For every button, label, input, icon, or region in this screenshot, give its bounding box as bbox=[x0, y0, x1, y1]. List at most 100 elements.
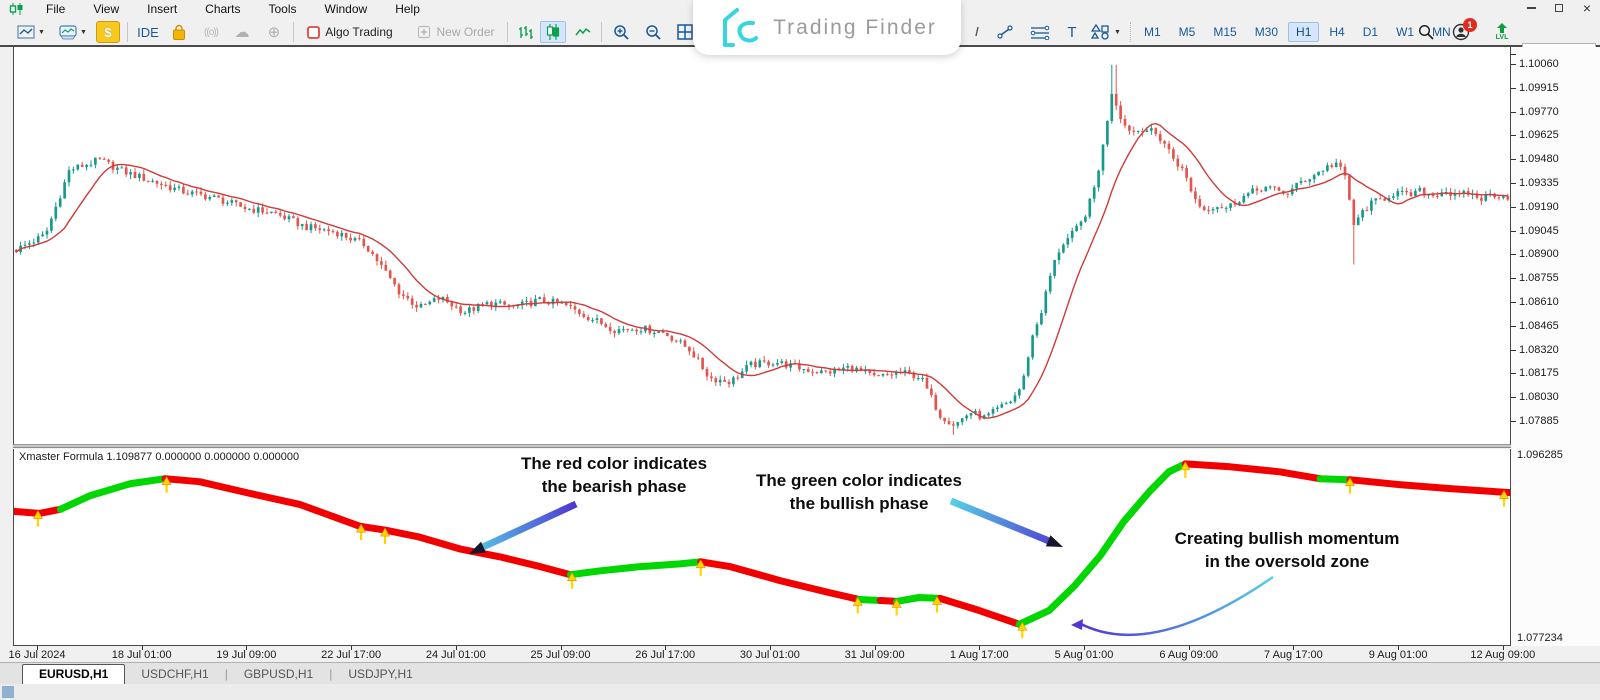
chart-tab-gbpusd[interactable]: GBPUSD,H1 bbox=[243, 666, 314, 681]
app-logo-icon bbox=[9, 3, 23, 15]
line-chart-icon bbox=[17, 25, 35, 39]
timeframe-m15-button[interactable]: M15 bbox=[1213, 25, 1237, 39]
panel-splitter[interactable] bbox=[13, 445, 1511, 448]
chart-tab-usdjpy[interactable]: USDJPY,H1 bbox=[348, 666, 413, 681]
window-controls: × bbox=[1524, 0, 1594, 16]
indicator-scale-top: 1.096285 bbox=[1517, 449, 1563, 461]
price-tick-label: 1.09770 bbox=[1519, 105, 1559, 118]
trading-finder-logo-text: Trading Finder bbox=[773, 15, 937, 39]
price-tick-dash bbox=[1511, 325, 1516, 327]
price-tick-label: 1.07885 bbox=[1519, 415, 1559, 427]
zoom-in-button[interactable] bbox=[607, 21, 635, 43]
date-tick-dash bbox=[1188, 646, 1190, 650]
timeframe-h1-button[interactable]: H1 bbox=[1288, 22, 1320, 42]
maximize-button[interactable] bbox=[1552, 1, 1566, 14]
price-tick-dash bbox=[1511, 159, 1516, 161]
indicator-label: Xmaster Formula 1.109877 0.000000 0.0000… bbox=[19, 451, 300, 463]
community-button[interactable]: ⊕ bbox=[260, 21, 288, 43]
chart-tab-eurusd[interactable]: EURUSD,H1 bbox=[22, 664, 126, 684]
tile-windows-button[interactable] bbox=[671, 21, 699, 43]
search-button[interactable] bbox=[1412, 21, 1440, 43]
price-chart-panel[interactable] bbox=[13, 47, 1511, 445]
lvl-button[interactable]: LVL bbox=[1488, 21, 1516, 43]
trendline-icon bbox=[997, 25, 1013, 39]
indicator-annotation-2: The green color indicates the bullish pha… bbox=[756, 471, 962, 513]
tab-divider: | bbox=[224, 667, 228, 681]
trading-finder-watermark: Trading Finder bbox=[693, 0, 961, 55]
timeframe-m5-button[interactable]: M5 bbox=[1178, 25, 1196, 39]
timeframe-mn-button[interactable]: MN bbox=[1432, 25, 1451, 39]
price-tick-label: 1.09335 bbox=[1519, 177, 1559, 189]
ide-button[interactable]: IDE bbox=[137, 24, 159, 40]
market-button[interactable] bbox=[166, 21, 192, 43]
menu-charts[interactable]: Charts bbox=[205, 2, 241, 16]
price-tick-label: 1.09480 bbox=[1519, 153, 1559, 166]
timeframe-h4-button[interactable]: H4 bbox=[1329, 25, 1345, 39]
price-tick-label: 1.09045 bbox=[1519, 224, 1559, 237]
menu-view[interactable]: View bbox=[93, 2, 120, 16]
chart-window-button[interactable]: ▼ bbox=[12, 21, 50, 43]
menu-help[interactable]: Help bbox=[395, 2, 420, 16]
candlestick-chart-type-button[interactable] bbox=[540, 21, 566, 43]
price-tick-label: 1.09625 bbox=[1519, 129, 1559, 142]
bar-chart-type-button[interactable] bbox=[512, 21, 538, 43]
price-tick-dash bbox=[1511, 373, 1516, 375]
equidistant-channel-button[interactable] bbox=[1024, 21, 1056, 43]
price-tick-label: 1.08900 bbox=[1519, 248, 1559, 261]
bar-chart-icon bbox=[518, 25, 533, 39]
price-tick-dash bbox=[1511, 135, 1516, 137]
indicator-panel[interactable]: Xmaster Formula 1.109877 0.000000 0.0000… bbox=[13, 449, 1511, 646]
menu-file[interactable]: File bbox=[46, 2, 66, 16]
date-tick-label: 16 Jul 2024 bbox=[8, 649, 66, 661]
date-tick-label: 9 Aug 01:00 bbox=[1368, 649, 1428, 661]
timeframe-m30-button[interactable]: M30 bbox=[1254, 25, 1279, 39]
price-tick-dash bbox=[1511, 397, 1516, 399]
chart-tab-usdchf[interactable]: USDCHF,H1 bbox=[141, 666, 209, 681]
date-tick-label: 5 Aug 01:00 bbox=[1054, 649, 1114, 661]
date-tick-dash bbox=[665, 646, 667, 650]
price-tick-label: 1.09190 bbox=[1519, 200, 1559, 213]
minimize-button[interactable] bbox=[1524, 1, 1538, 14]
shapes-button[interactable]: ▼ bbox=[1086, 21, 1126, 43]
signals-button[interactable]: ((o)) bbox=[196, 21, 226, 43]
date-tick-label: 25 Jul 09:00 bbox=[530, 649, 591, 661]
deposit-button[interactable]: $ bbox=[96, 21, 120, 43]
crosshair-button[interactable] bbox=[968, 21, 988, 43]
date-axis[interactable]: 16 Jul 2024 18 Jul 01:00 19 Jul 09:00 22 Ju… bbox=[9, 646, 1535, 662]
date-tick-dash bbox=[874, 646, 876, 650]
menu-tools[interactable]: Tools bbox=[268, 2, 297, 16]
price-tick-label: 1.08465 bbox=[1519, 319, 1559, 332]
date-tick-dash bbox=[455, 646, 457, 650]
algo-trading-button[interactable]: Algo Trading bbox=[298, 21, 402, 43]
date-tick-label: 24 Jul 01:00 bbox=[425, 649, 486, 661]
vps-button[interactable]: ☁ bbox=[228, 21, 256, 43]
price-tick-dash bbox=[1511, 230, 1516, 232]
date-tick-label: 19 Jul 09:00 bbox=[216, 649, 277, 661]
trendline-button[interactable] bbox=[990, 21, 1020, 43]
date-tick-dash bbox=[37, 646, 38, 650]
close-button[interactable]: × bbox=[1582, 0, 1592, 16]
line-chart-type-button[interactable] bbox=[570, 21, 596, 43]
zoom-out-button[interactable] bbox=[639, 21, 667, 43]
timeframe-m1-button[interactable]: M1 bbox=[1144, 25, 1161, 39]
chart-profiles-button[interactable]: ▼ bbox=[54, 21, 92, 43]
timeframe-d1-button[interactable]: D1 bbox=[1362, 25, 1379, 39]
date-tick-dash bbox=[979, 646, 981, 650]
text-tool-button[interactable]: T bbox=[1060, 21, 1084, 43]
price-scale[interactable]: 1.10060 1.09915 1.09770 1.09625 1.09480 1.093… bbox=[1511, 47, 1600, 646]
menu-window[interactable]: Window bbox=[324, 2, 368, 16]
price-tick-dash bbox=[1511, 87, 1516, 89]
date-tick-label: 7 Aug 17:00 bbox=[1264, 649, 1323, 661]
date-tick-label: 12 Aug 09:00 bbox=[1470, 649, 1536, 661]
indicator-scale-bottom: 1.077234 bbox=[1517, 632, 1563, 644]
price-tick-dash bbox=[1511, 302, 1516, 303]
price-tick-dash bbox=[1511, 254, 1516, 256]
dollar-icon: $ bbox=[104, 24, 112, 40]
price-tick-label: 1.08030 bbox=[1519, 391, 1559, 404]
profile-button[interactable]: 1 bbox=[1446, 18, 1477, 43]
timeframe-w1-button[interactable]: W1 bbox=[1396, 25, 1415, 39]
menu-insert[interactable]: Insert bbox=[147, 2, 178, 16]
signal-icon: ((o)) bbox=[204, 26, 219, 38]
new-order-button[interactable]: New Order bbox=[408, 21, 504, 43]
